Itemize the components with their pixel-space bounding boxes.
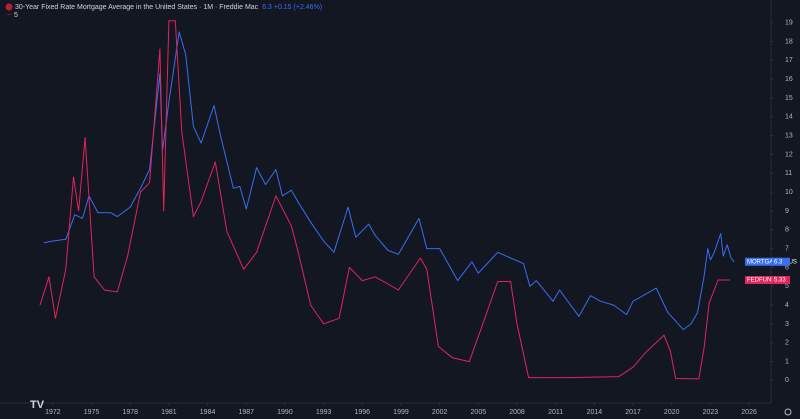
x-tick-label: 1975 <box>84 409 100 416</box>
series-line <box>43 31 735 331</box>
y-tick-label: 14 <box>785 114 793 121</box>
x-tick-label: 1981 <box>161 409 177 416</box>
x-tick-label: 1978 <box>122 409 138 416</box>
value-label: 6.3 <box>774 259 783 265</box>
y-tick-label: 3 <box>785 321 789 328</box>
y-tick-label: 18 <box>785 38 793 45</box>
y-tick-label: 15 <box>785 95 793 102</box>
x-tick-label: 2002 <box>432 409 448 416</box>
legend-label: FEDFUNDS <box>747 278 780 284</box>
chart-title: 30-Year Fixed Rate Mortgage Average in t… <box>15 4 259 11</box>
y-tick-label: 12 <box>785 151 793 158</box>
subtitle: 5 <box>14 12 18 19</box>
legend-badge <box>745 257 782 266</box>
y-tick-label: 8 <box>785 227 789 234</box>
y-tick-label: 0 <box>785 377 789 384</box>
x-tick-label: 2017 <box>625 409 641 416</box>
y-tick-label: 9 <box>785 208 789 215</box>
x-tick-label: 1987 <box>238 409 254 416</box>
x-tick-label: 2026 <box>741 409 757 416</box>
y-tick-label: 4 <box>785 302 789 309</box>
legend-badge <box>745 276 782 285</box>
x-tick-label: 1999 <box>393 409 409 416</box>
series-line <box>39 20 730 380</box>
x-tick-label: 2020 <box>664 409 680 416</box>
x-tick-label: 1972 <box>45 409 61 416</box>
x-tick-label: 2014 <box>587 409 603 416</box>
x-tick-label: 2023 <box>703 409 719 416</box>
x-tick-label: 2011 <box>548 409 563 416</box>
y-tick-label: 11 <box>785 170 792 177</box>
y-tick-label: 10 <box>785 189 793 196</box>
y-tick-label: 6 <box>785 264 789 271</box>
y-tick-label: 13 <box>785 132 793 139</box>
logo[interactable]: TV <box>30 399 45 411</box>
y-tick-label: 16 <box>785 76 793 83</box>
subtitle-icon: ~ <box>7 12 11 19</box>
y-tick-label: 5 <box>785 283 789 290</box>
x-tick-label: 1990 <box>277 409 293 416</box>
settings-button[interactable] <box>784 408 792 416</box>
value-badge <box>772 276 790 285</box>
x-tick-label: 2008 <box>509 409 525 416</box>
y-tick-label: 2 <box>785 340 789 347</box>
value-badge <box>772 257 790 266</box>
x-tick-label: 1996 <box>355 409 371 416</box>
x-tick-label: 1993 <box>316 409 332 416</box>
value-label: 5.33 <box>774 278 786 284</box>
x-tick-label: 1984 <box>200 409 216 416</box>
y-tick-label: 19 <box>785 19 793 26</box>
y-tick-label: 1 <box>785 358 789 365</box>
y-tick-label: 17 <box>785 57 793 64</box>
header-value: 6.3 +0.15 (+2.46%) <box>262 4 322 11</box>
y-tick-label: 7 <box>785 245 789 252</box>
legend-label: MORTGAGE30US <box>747 259 797 265</box>
x-tick-label: 2005 <box>471 409 487 416</box>
flag-icon <box>5 3 13 11</box>
